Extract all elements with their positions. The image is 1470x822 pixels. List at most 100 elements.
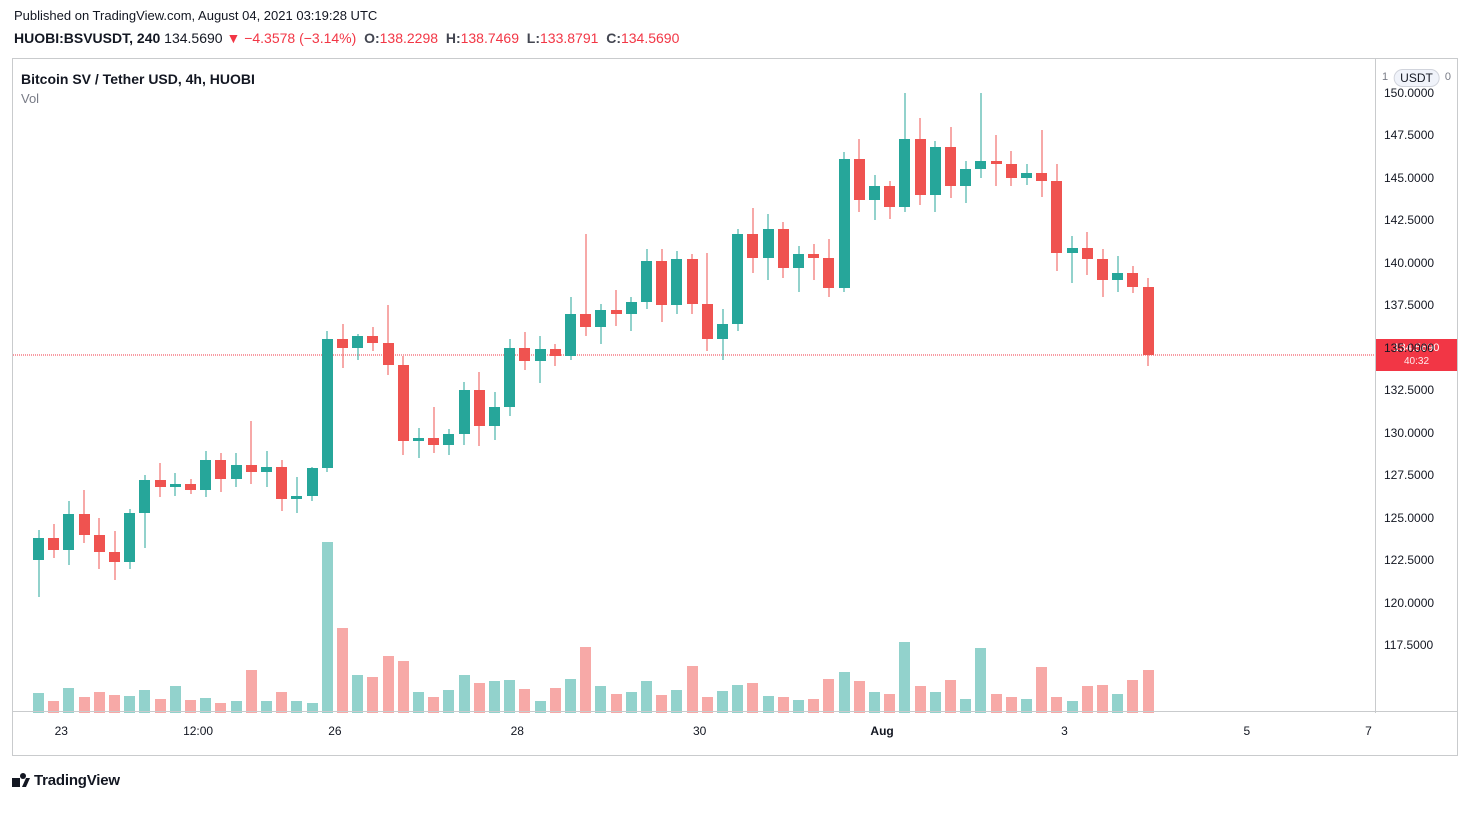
chart-frame: Bitcoin SV / Tether USD, 4h, HUOBI Vol 1… bbox=[12, 58, 1458, 756]
candle bbox=[595, 59, 606, 713]
x-tick: 3 bbox=[1061, 724, 1068, 738]
candle bbox=[1127, 59, 1138, 713]
ohlc: O:138.2298 H:138.7469 L:133.8791 C:134.5… bbox=[360, 30, 679, 46]
change-abs: −4.3578 bbox=[244, 30, 295, 46]
y-tick: 130.0000 bbox=[1384, 426, 1434, 440]
tradingview-icon bbox=[12, 773, 30, 791]
candle bbox=[185, 59, 196, 713]
candle bbox=[398, 59, 409, 713]
candle bbox=[1112, 59, 1123, 713]
candle bbox=[793, 59, 804, 713]
candle bbox=[291, 59, 302, 713]
y-tick: 137.5000 bbox=[1384, 298, 1434, 312]
candle bbox=[960, 59, 971, 713]
candle bbox=[884, 59, 895, 713]
candle bbox=[231, 59, 242, 713]
candle bbox=[139, 59, 150, 713]
x-tick: Aug bbox=[870, 724, 893, 738]
candle bbox=[413, 59, 424, 713]
ticker-line: HUOBI:BSVUSDT, 240 134.5690 ▼ −4.3578 (−… bbox=[14, 30, 679, 46]
x-tick: 30 bbox=[693, 724, 706, 738]
candle bbox=[656, 59, 667, 713]
candle bbox=[352, 59, 363, 713]
candle bbox=[307, 59, 318, 713]
plot-area[interactable]: Bitcoin SV / Tether USD, 4h, HUOBI Vol bbox=[13, 59, 1376, 713]
candle bbox=[1082, 59, 1093, 713]
candle bbox=[33, 59, 44, 713]
candle bbox=[1051, 59, 1062, 713]
candle bbox=[930, 59, 941, 713]
y-tick: 147.5000 bbox=[1384, 128, 1434, 142]
candle bbox=[732, 59, 743, 713]
candle bbox=[565, 59, 576, 713]
currency-badge: USDT bbox=[1393, 69, 1440, 87]
candle bbox=[975, 59, 986, 713]
candle bbox=[535, 59, 546, 713]
candle bbox=[383, 59, 394, 713]
candle bbox=[1143, 59, 1154, 713]
candle bbox=[79, 59, 90, 713]
y-tick: 127.5000 bbox=[1384, 468, 1434, 482]
candle bbox=[702, 59, 713, 713]
candle bbox=[322, 59, 333, 713]
candle bbox=[823, 59, 834, 713]
candle bbox=[1036, 59, 1047, 713]
last-price: 134.5690 bbox=[164, 30, 222, 46]
candle bbox=[443, 59, 454, 713]
y-tick: 135.0000 bbox=[1384, 341, 1434, 355]
candle bbox=[200, 59, 211, 713]
candle bbox=[1067, 59, 1078, 713]
time-axis[interactable]: 2312:00262830Aug357 bbox=[13, 711, 1457, 755]
candle bbox=[94, 59, 105, 713]
candle bbox=[839, 59, 850, 713]
candle bbox=[474, 59, 485, 713]
x-tick: 28 bbox=[511, 724, 524, 738]
candle bbox=[991, 59, 1002, 713]
y-tick: 132.5000 bbox=[1384, 383, 1434, 397]
candle bbox=[504, 59, 515, 713]
candle bbox=[763, 59, 774, 713]
y-tick: 150.0000 bbox=[1384, 86, 1434, 100]
y-tick: 140.0000 bbox=[1384, 256, 1434, 270]
candle bbox=[276, 59, 287, 713]
candle bbox=[519, 59, 530, 713]
candle bbox=[367, 59, 378, 713]
x-tick: 7 bbox=[1365, 724, 1372, 738]
candle bbox=[337, 59, 348, 713]
candle bbox=[580, 59, 591, 713]
y-tick: 120.0000 bbox=[1384, 596, 1434, 610]
change-pct: (−3.14%) bbox=[299, 30, 356, 46]
candle bbox=[261, 59, 272, 713]
candle bbox=[854, 59, 865, 713]
candle bbox=[63, 59, 74, 713]
y-tick: 117.5000 bbox=[1384, 638, 1433, 652]
candle bbox=[124, 59, 135, 713]
candle bbox=[687, 59, 698, 713]
x-tick: 5 bbox=[1244, 724, 1251, 738]
y-tick: 125.0000 bbox=[1384, 511, 1434, 525]
candle bbox=[778, 59, 789, 713]
candle bbox=[899, 59, 910, 713]
candle bbox=[215, 59, 226, 713]
candle bbox=[1006, 59, 1017, 713]
candle bbox=[747, 59, 758, 713]
candle bbox=[626, 59, 637, 713]
candle bbox=[808, 59, 819, 713]
price-axis[interactable]: 1 USDT 0 134.5690 40:32 150.0000147.5000… bbox=[1375, 59, 1457, 713]
symbol: HUOBI:BSVUSDT, 240 bbox=[14, 30, 160, 46]
down-arrow-icon: ▼ bbox=[226, 30, 240, 46]
axis-corner-left: 1 bbox=[1382, 71, 1388, 83]
axis-corner-right: 0 bbox=[1445, 71, 1451, 83]
candle bbox=[48, 59, 59, 713]
candle bbox=[641, 59, 652, 713]
x-tick: 26 bbox=[328, 724, 341, 738]
candle bbox=[428, 59, 439, 713]
x-tick: 12:00 bbox=[183, 724, 213, 738]
candle bbox=[109, 59, 120, 713]
candle bbox=[246, 59, 257, 713]
candle bbox=[611, 59, 622, 713]
candle bbox=[489, 59, 500, 713]
candle bbox=[945, 59, 956, 713]
candle bbox=[1097, 59, 1108, 713]
candle bbox=[869, 59, 880, 713]
